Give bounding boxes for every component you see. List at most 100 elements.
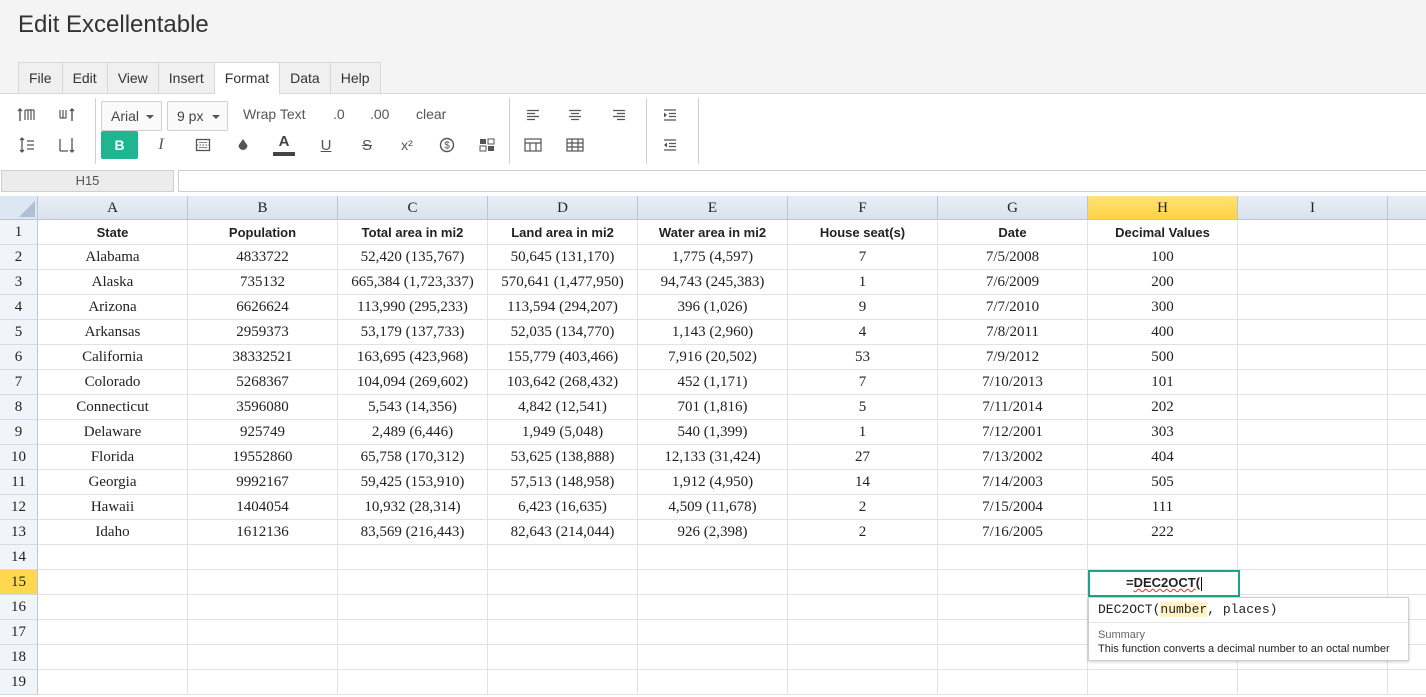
table-cell[interactable]: [188, 545, 338, 570]
table-cell[interactable]: 7/13/2002: [938, 445, 1088, 470]
table-cell[interactable]: 665,384 (1,723,337): [338, 270, 488, 295]
font-size-select[interactable]: 9 px: [167, 101, 228, 131]
table-cell[interactable]: [1238, 670, 1388, 695]
table-cell[interactable]: 53: [788, 345, 938, 370]
table-cell[interactable]: 5268367: [188, 370, 338, 395]
table-cell[interactable]: [638, 570, 788, 595]
row-header-14[interactable]: 14: [0, 545, 38, 570]
table-cell[interactable]: 9992167: [188, 470, 338, 495]
table-cell[interactable]: 113,990 (295,233): [338, 295, 488, 320]
table-cell[interactable]: [1238, 545, 1388, 570]
row-header-7[interactable]: 7: [0, 370, 38, 395]
table-cell[interactable]: 1612136: [188, 520, 338, 545]
table-cell[interactable]: [338, 570, 488, 595]
table-cell[interactable]: 65,758 (170,312): [338, 445, 488, 470]
table-cell[interactable]: 104,094 (269,602): [338, 370, 488, 395]
table-cell[interactable]: [638, 620, 788, 645]
table-cell[interactable]: 53,179 (137,733): [338, 320, 488, 345]
table-cell[interactable]: Alaska: [38, 270, 188, 295]
table-cell[interactable]: 7: [788, 370, 938, 395]
table-cell[interactable]: 113,594 (294,207): [488, 295, 638, 320]
column-header-h[interactable]: H: [1088, 196, 1238, 220]
table-cell[interactable]: [1238, 445, 1388, 470]
table-cell[interactable]: 4: [788, 320, 938, 345]
menu-file[interactable]: File: [18, 62, 62, 94]
table-cell[interactable]: 38332521: [188, 345, 338, 370]
table-cell[interactable]: 1,912 (4,950): [638, 470, 788, 495]
table-cell[interactable]: 7/11/2014: [938, 395, 1088, 420]
table-cell[interactable]: [1388, 395, 1426, 420]
table-cell[interactable]: 1,949 (5,048): [488, 420, 638, 445]
table-cell[interactable]: 10,932 (28,314): [338, 495, 488, 520]
table-cell[interactable]: 500: [1088, 345, 1238, 370]
table-cell[interactable]: 103,642 (268,432): [488, 370, 638, 395]
table-cell[interactable]: 303: [1088, 420, 1238, 445]
table-cell[interactable]: [1238, 520, 1388, 545]
row-header-5[interactable]: 5: [0, 320, 38, 345]
menu-data[interactable]: Data: [279, 62, 330, 94]
column-header-g[interactable]: G: [938, 196, 1088, 220]
table-cell[interactable]: 540 (1,399): [638, 420, 788, 445]
table-cell[interactable]: 300: [1088, 295, 1238, 320]
table-cell[interactable]: 735132: [188, 270, 338, 295]
row-header-4[interactable]: 4: [0, 295, 38, 320]
table-cell[interactable]: 100: [1088, 245, 1238, 270]
table-cell[interactable]: Idaho: [38, 520, 188, 545]
table-cell[interactable]: 400: [1088, 320, 1238, 345]
table-cell[interactable]: [38, 645, 188, 670]
table-cell[interactable]: 52,035 (134,770): [488, 320, 638, 345]
table-cell[interactable]: [1238, 345, 1388, 370]
row-header-1[interactable]: 1: [0, 220, 38, 245]
table-cell[interactable]: [38, 595, 188, 620]
table-cell[interactable]: [938, 670, 1088, 695]
table-cell[interactable]: [1388, 295, 1426, 320]
table-cell[interactable]: 163,695 (423,968): [338, 345, 488, 370]
table-cell[interactable]: [338, 595, 488, 620]
table-cell[interactable]: [188, 595, 338, 620]
table-cell[interactable]: 155,779 (403,466): [488, 345, 638, 370]
menu-insert[interactable]: Insert: [157, 62, 214, 94]
table-cell[interactable]: [938, 620, 1088, 645]
table-cell[interactable]: [938, 595, 1088, 620]
table-cell[interactable]: 27: [788, 445, 938, 470]
table-cell[interactable]: 1,143 (2,960): [638, 320, 788, 345]
table-cell[interactable]: [1238, 470, 1388, 495]
table-cell[interactable]: 1404054: [188, 495, 338, 520]
menu-edit[interactable]: Edit: [61, 62, 107, 94]
row-header-8[interactable]: 8: [0, 395, 38, 420]
table-cell[interactable]: [1388, 645, 1426, 670]
table-cell[interactable]: [788, 570, 938, 595]
insert-row-below-icon[interactable]: [49, 131, 85, 159]
table-cell[interactable]: [488, 620, 638, 645]
table-cell[interactable]: 12,133 (31,424): [638, 445, 788, 470]
table-cell[interactable]: 57,513 (148,958): [488, 470, 638, 495]
table-cell[interactable]: [788, 645, 938, 670]
row-header-13[interactable]: 13: [0, 520, 38, 545]
table-cell[interactable]: 6626624: [188, 295, 338, 320]
indent-increase-icon[interactable]: [652, 101, 688, 129]
header-cell[interactable]: Population: [188, 220, 338, 245]
table-cell[interactable]: 83,569 (216,443): [338, 520, 488, 545]
table-cell[interactable]: [1388, 270, 1426, 295]
table-cell[interactable]: [1388, 570, 1426, 595]
table-cell[interactable]: [188, 670, 338, 695]
table-cell[interactable]: [488, 670, 638, 695]
header-cell[interactable]: Decimal Values: [1088, 220, 1238, 245]
table-cell[interactable]: [1238, 570, 1388, 595]
table-cell[interactable]: [1238, 395, 1388, 420]
underline-button[interactable]: U: [320, 136, 332, 154]
table-cell[interactable]: 7/15/2004: [938, 495, 1088, 520]
table-cell[interactable]: 19552860: [188, 445, 338, 470]
table-cell[interactable]: [638, 595, 788, 620]
fill-color-icon[interactable]: [225, 131, 261, 159]
table-cell[interactable]: [1238, 370, 1388, 395]
table-cell[interactable]: 2959373: [188, 320, 338, 345]
row-header-12[interactable]: 12: [0, 495, 38, 520]
menu-view[interactable]: View: [106, 62, 158, 94]
column-header-a[interactable]: A: [38, 196, 188, 220]
row-header-6[interactable]: 6: [0, 345, 38, 370]
header-cell[interactable]: Date: [938, 220, 1088, 245]
table-cell[interactable]: [1388, 320, 1426, 345]
table-cell[interactable]: 7/9/2012: [938, 345, 1088, 370]
table-cell[interactable]: [1388, 345, 1426, 370]
